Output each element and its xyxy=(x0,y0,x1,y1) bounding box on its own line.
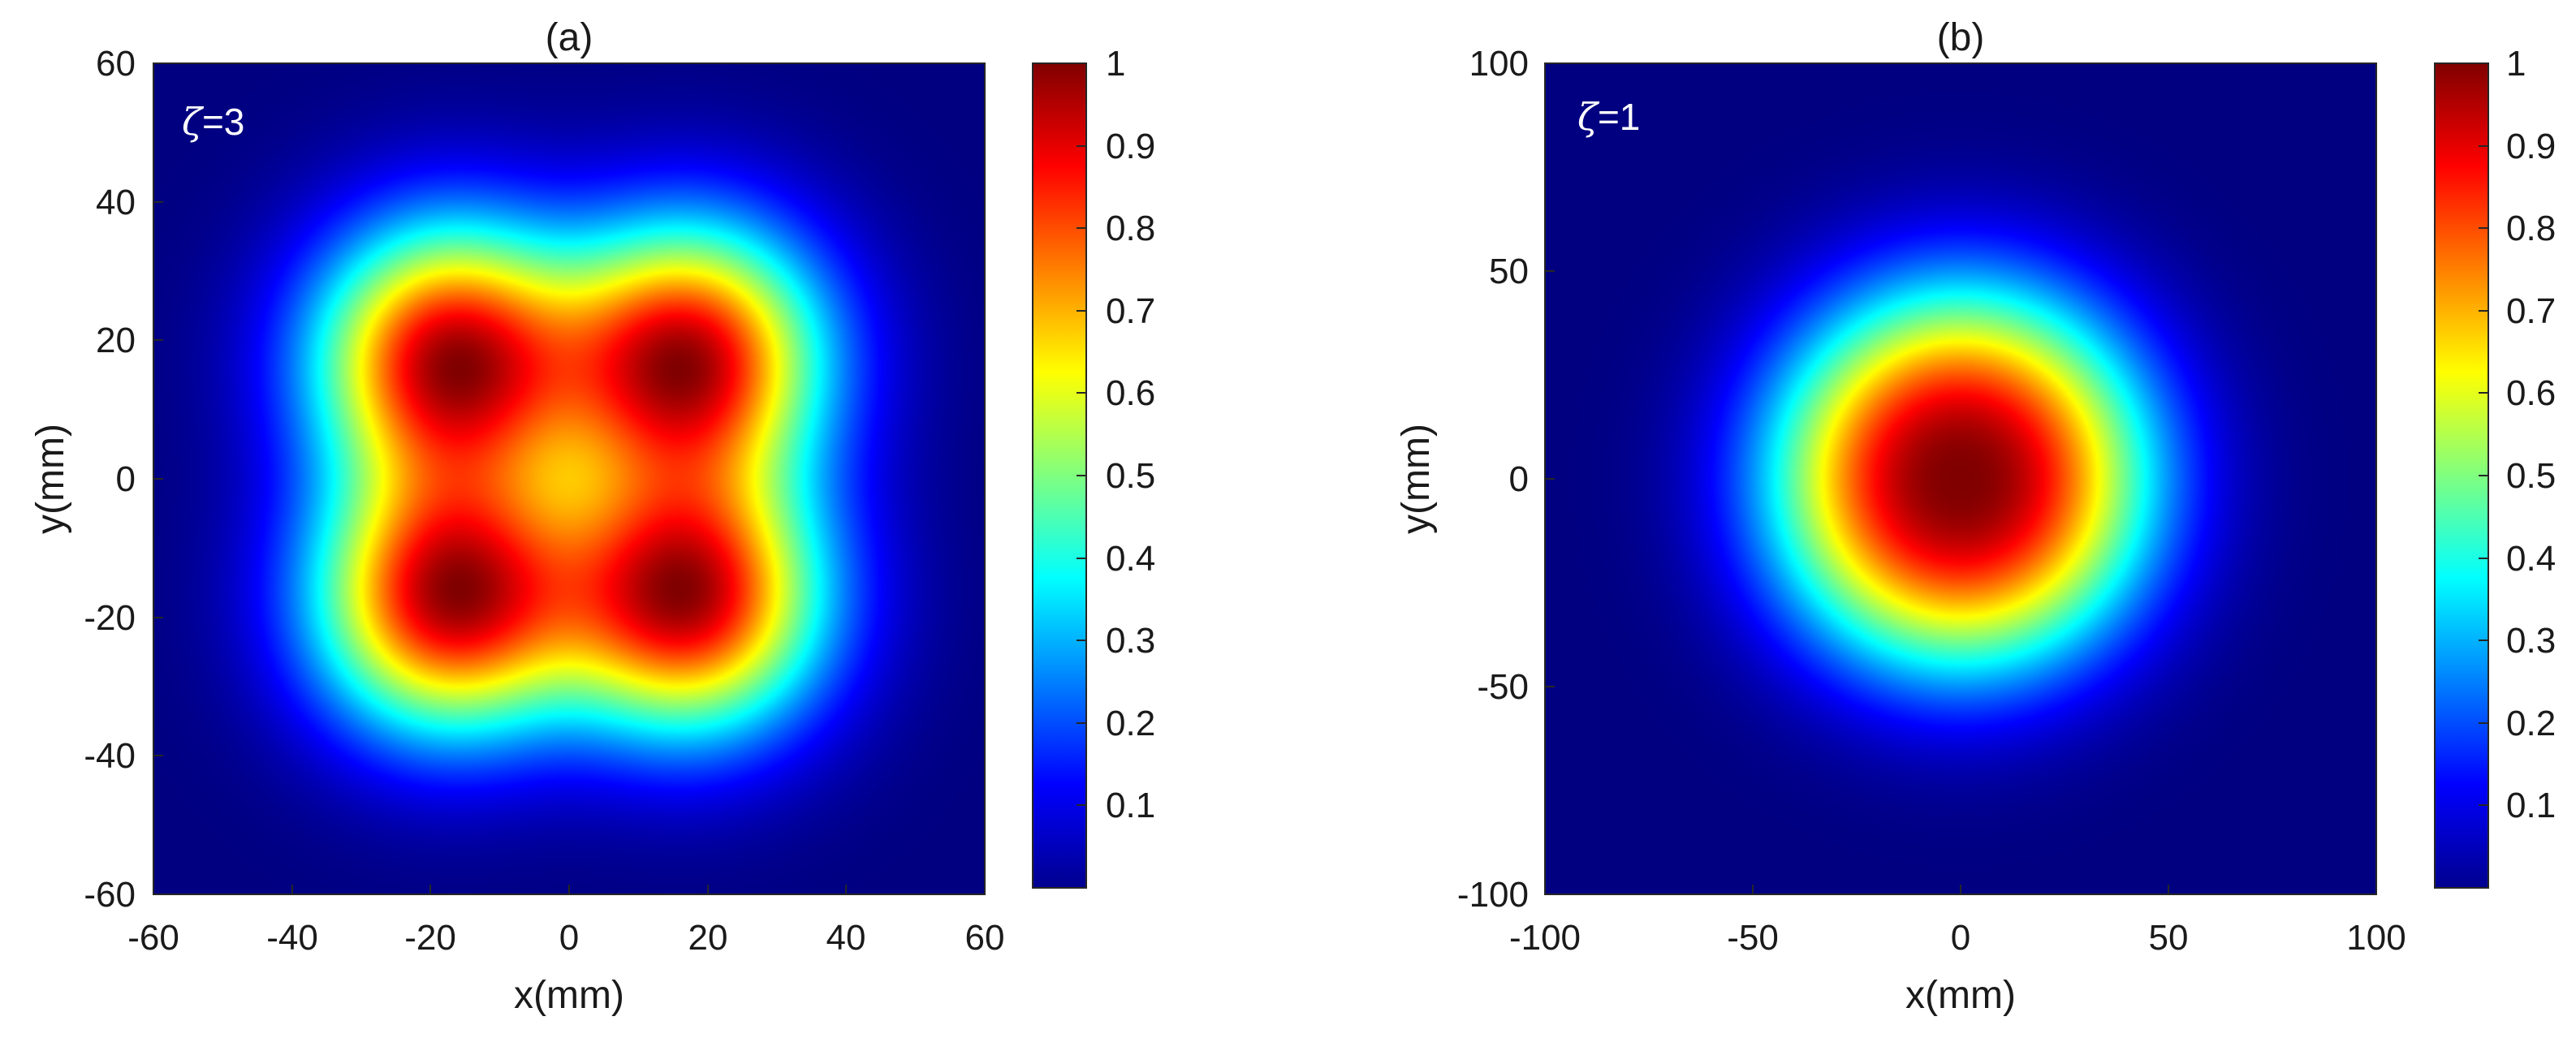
panel-b-ytick-label: 100 xyxy=(1469,44,1529,84)
panel-a-colorbar-tick-label: 0.5 xyxy=(1106,456,1155,496)
panel-a-ytick-label: -40 xyxy=(84,736,136,776)
panel-a-xtick-label: -40 xyxy=(266,918,318,958)
panel-a-colorbar-tick-label: 0.6 xyxy=(1106,373,1155,413)
panel-a-ytick-label: -60 xyxy=(84,875,136,915)
panel-a-colorbar-tick-label: 1 xyxy=(1106,44,1125,84)
panel-a-title: (a) xyxy=(546,16,593,59)
panel-a-zeta-symbol: ζ xyxy=(182,100,205,144)
panel-a-xtick-label: -20 xyxy=(404,918,456,958)
panel-b-xticks: -100 -50 0 50 100 xyxy=(1509,885,2406,958)
panel-a-colorbar-tick-label: 0.7 xyxy=(1106,291,1155,331)
panel-b-xlabel: x(mm) xyxy=(1905,974,2016,1017)
panel-a-xtick-label: 40 xyxy=(826,918,866,958)
panel-a-ytick-label: 20 xyxy=(96,321,136,360)
panel-b-colorbar-tick-label: 0.3 xyxy=(2506,621,2556,661)
panel-a-colorbar-tick-label: 0.4 xyxy=(1106,539,1155,579)
panel-a-colorbar-tick-label: 0.3 xyxy=(1106,621,1155,661)
panel-b-colorbar: 0.1 0.2 0.3 0.4 0.5 0.6 0.7 0.8 0.9 1 xyxy=(2434,44,2556,889)
panel-b: (b) ζ=1 -100 -50 0 50 100 -100 - xyxy=(1395,16,2556,1017)
panel-a-colorbar: 0.1 0.2 0.3 0.4 0.5 0.6 0.7 0.8 0.9 1 xyxy=(1032,44,1155,889)
panel-b-ytick-label: 0 xyxy=(1509,459,1529,499)
panel-b-xtick-label: 100 xyxy=(2346,918,2406,958)
panel-b-zeta-symbol: ζ xyxy=(1577,95,1600,139)
panel-b-xtick-label: 50 xyxy=(2149,918,2189,958)
panel-a-ytick-label: 0 xyxy=(116,459,136,499)
panel-a-xticks: -60 -40 -20 0 20 40 60 xyxy=(127,885,1004,958)
panel-a-colorbar-tick-label: 0.8 xyxy=(1106,209,1155,248)
panel-a-xtick-label: 0 xyxy=(559,918,579,958)
panel-b-colorbar-tick-label: 0.5 xyxy=(2506,456,2556,496)
panel-b-ytick-label: -100 xyxy=(1457,875,1529,915)
panel-a-xlabel: x(mm) xyxy=(514,974,624,1017)
panel-b-yticks: -100 -50 0 50 100 xyxy=(1457,44,1555,915)
panel-b-colorbar-tick-label: 0.6 xyxy=(2506,373,2556,413)
panel-a-yticks: -60 -40 -20 0 20 40 60 xyxy=(84,44,163,915)
panel-b-colorbar-tick-label: 1 xyxy=(2506,44,2526,84)
panel-b-zeta-value: =1 xyxy=(1598,96,1640,138)
panel-b-colorbar-tick-label: 0.7 xyxy=(2506,291,2556,331)
panel-a-colorbar-tick-label: 0.2 xyxy=(1106,704,1155,743)
panel-b-ylabel: y(mm) xyxy=(1395,424,1438,534)
panel-a-ytick-label: 60 xyxy=(96,44,136,84)
panel-a-heatmap xyxy=(153,63,985,894)
panel-a-ylabel: y(mm) xyxy=(29,424,72,534)
panel-a-xtick-label: 60 xyxy=(965,918,1005,958)
panel-a-annotation: ζ=3 xyxy=(182,100,244,144)
panel-a: (a) ζ=3 -60 -40 -20 0 20 40 60 xyxy=(29,16,1155,1017)
panel-b-colorbar-tick-label: 0.9 xyxy=(2506,127,2556,166)
panel-b-xtick-label: -100 xyxy=(1509,918,1581,958)
panel-b-xtick-label: -50 xyxy=(1727,918,1779,958)
panel-b-title: (b) xyxy=(1937,16,1985,59)
panel-a-ytick-label: 40 xyxy=(96,183,136,222)
panel-b-ytick-label: 50 xyxy=(1489,252,1529,291)
panel-b-xtick-label: 0 xyxy=(1951,918,1970,958)
panel-b-heatmap xyxy=(1545,63,2376,894)
panel-a-zeta-value: =3 xyxy=(202,101,244,143)
panel-b-ytick-label: -50 xyxy=(1477,667,1529,707)
panel-b-colorbar-tick-label: 0.8 xyxy=(2506,209,2556,248)
panel-b-colorbar-tick-label: 0.4 xyxy=(2506,539,2556,579)
panel-b-annotation: ζ=1 xyxy=(1577,95,1640,139)
panel-b-colorbar-tick-label: 0.1 xyxy=(2506,786,2556,825)
panel-a-xtick-label: 20 xyxy=(688,918,728,958)
panel-a-xtick-label: -60 xyxy=(127,918,179,958)
panel-a-colorbar-tick-label: 0.1 xyxy=(1106,786,1155,825)
panel-a-colorbar-tick-label: 0.9 xyxy=(1106,127,1155,166)
panel-b-colorbar-tick-label: 0.2 xyxy=(2506,704,2556,743)
panel-a-ytick-label: -20 xyxy=(84,598,136,638)
